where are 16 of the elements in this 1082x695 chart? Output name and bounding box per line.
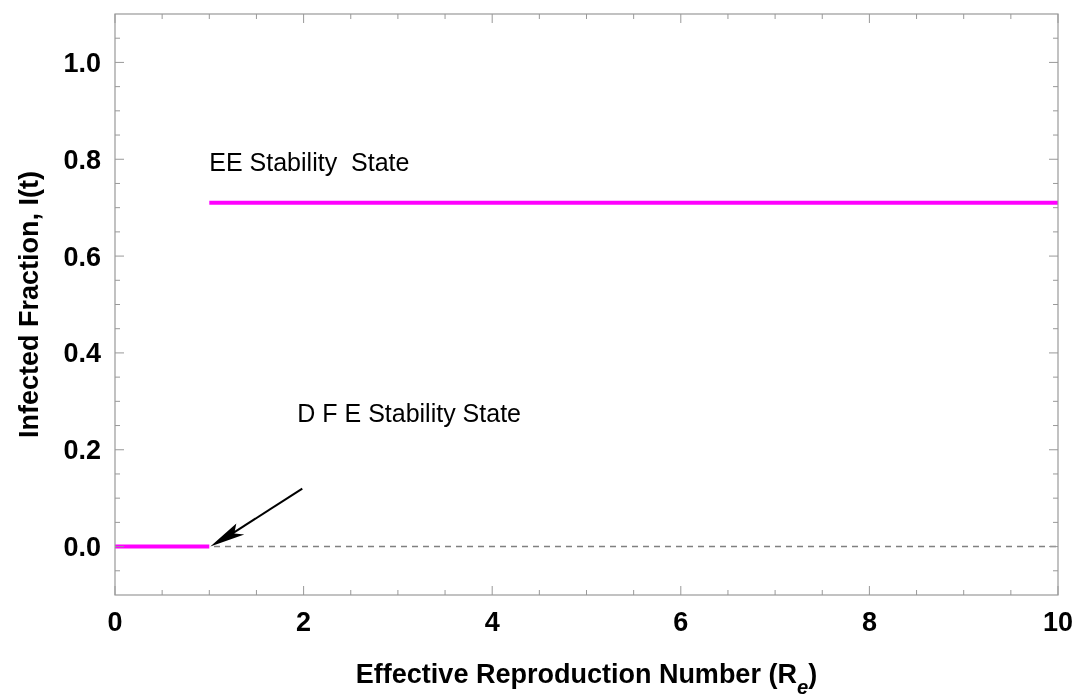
x-tick-label: 4: [484, 607, 500, 637]
y-tick-label: 0.6: [63, 241, 101, 272]
x-tick-label: 2: [296, 607, 312, 637]
y-tick-label: 0.0: [63, 532, 101, 563]
x-tick-label: 8: [861, 607, 877, 637]
y-tick-label: 0.4: [63, 338, 101, 369]
x-tick-label: 6: [673, 607, 689, 637]
annotation: D F E Stability State: [297, 398, 521, 427]
annotation: EE Stability State: [209, 147, 410, 176]
y-axis-title: Infected Fraction, I(t): [14, 170, 44, 439]
x-axis-title: Effective Reproduction Number (R$_{e}$): [355, 659, 818, 695]
y-tick-label: 0.8: [63, 144, 101, 175]
x-tick-label: 10: [1042, 607, 1074, 637]
y-tick-label: 0.2: [63, 435, 101, 466]
x-tick-label: 0: [107, 607, 123, 637]
y-tick-label: 1.0: [63, 47, 101, 78]
